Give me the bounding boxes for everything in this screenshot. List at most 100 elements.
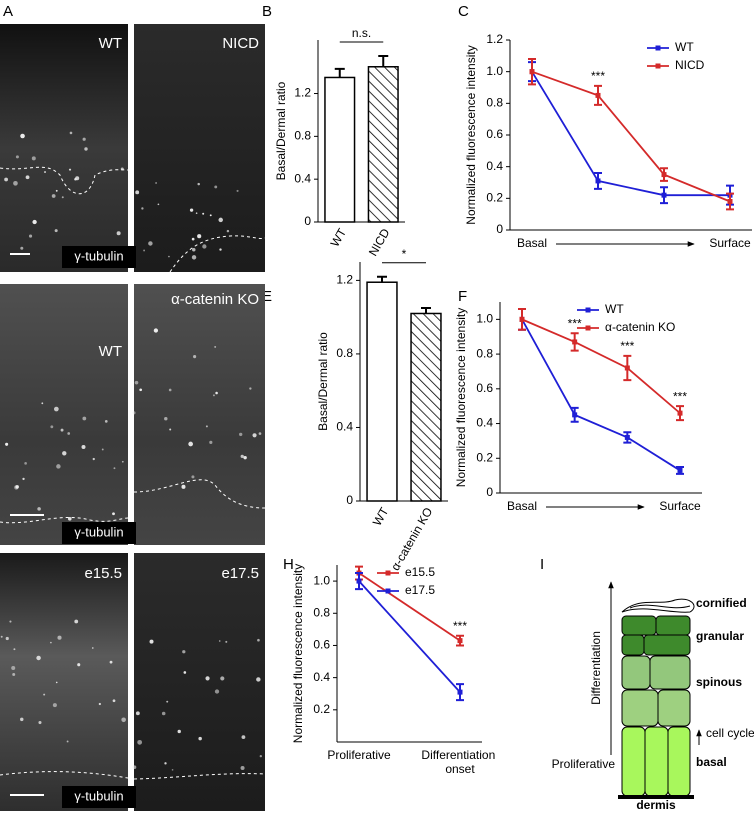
image-label: WT (99, 35, 122, 52)
signal-dot (197, 234, 202, 239)
legend-marker (385, 570, 391, 576)
marker (677, 410, 683, 416)
signal-dot (32, 219, 37, 225)
signal-dot (38, 721, 42, 725)
signal-dot (240, 765, 245, 770)
series-line (531, 71, 730, 197)
image-label: α-catenin KO (171, 291, 259, 308)
signal-dot (249, 387, 252, 390)
signal-dot (41, 402, 44, 405)
signal-dot (56, 464, 61, 469)
significance-label: *** (568, 316, 582, 330)
signal-dot (120, 167, 124, 171)
signal-dot (236, 189, 239, 192)
y-tick-label: 0.8 (476, 346, 493, 360)
signal-dot (43, 693, 46, 696)
signal-dot (143, 249, 146, 252)
signal-dot (134, 380, 139, 385)
signal-dot (193, 355, 197, 359)
marker (457, 638, 463, 644)
signal-dot (214, 185, 218, 189)
layer-label: spinous (696, 675, 742, 689)
series-line (521, 318, 681, 414)
signal-dot (112, 699, 116, 703)
signal-dot (66, 740, 69, 743)
boundary-line (0, 771, 129, 779)
signal-dot (75, 176, 80, 181)
signal-dot (259, 754, 262, 758)
base-label: dermis (636, 798, 676, 812)
signal-dot (101, 448, 104, 451)
signal-dot (212, 394, 215, 397)
signal-dot (31, 156, 36, 161)
signal-dot (177, 729, 181, 734)
signal-dot (37, 507, 41, 511)
signal-dot (141, 207, 144, 210)
y-tick-label: 0.8 (294, 129, 311, 143)
signal-dots (0, 131, 262, 771)
signal-dot (20, 246, 24, 250)
signal-dot (148, 241, 153, 246)
image-label: e15.5 (84, 565, 122, 582)
y-tick-label: 0.6 (476, 381, 493, 395)
x-tick-label: Differentiation onset (421, 748, 498, 776)
signal-dot (202, 244, 207, 249)
y-tick-label: 0.4 (486, 159, 503, 173)
cell (655, 615, 691, 636)
cell (621, 689, 659, 727)
cell (621, 615, 657, 636)
x-tick-label: Basal (517, 236, 547, 250)
marker (595, 178, 601, 184)
y-tick-label: 1.2 (336, 273, 353, 287)
boundary-line (0, 517, 129, 524)
signal-dot (214, 345, 217, 348)
signal-dot (132, 765, 137, 769)
signal-dot (116, 231, 121, 236)
signal-dot (60, 428, 64, 432)
stain-label: γ-tubulin (74, 248, 123, 263)
series-line (358, 572, 461, 642)
signal-dot (50, 641, 52, 644)
series-line (531, 70, 731, 203)
panel-letter: E (262, 288, 272, 305)
signal-dot (241, 735, 246, 740)
signal-dot (197, 182, 200, 186)
signal-dot (135, 711, 140, 716)
signal-dot (54, 229, 58, 233)
signal-dot (53, 406, 59, 412)
signal-dot (155, 182, 158, 184)
y-tick-label: 0 (486, 485, 493, 499)
signal-dot (57, 635, 62, 640)
cell (643, 634, 691, 656)
label-box (62, 786, 136, 808)
start-label: Proliferative (552, 757, 616, 771)
signal-dot (77, 663, 81, 667)
signal-dot (137, 739, 143, 745)
signal-dot (166, 700, 169, 703)
y-tick-label: 0.4 (476, 416, 493, 430)
signal-dot (192, 248, 196, 252)
signal-dot (139, 388, 143, 392)
micrograph-panel: e15.5 e17.5 γ-tubulin (0, 553, 266, 811)
signal-dot (12, 672, 16, 676)
legend-marker (655, 63, 661, 69)
signal-dot (82, 416, 87, 421)
series-line (358, 580, 461, 693)
marker (595, 92, 601, 98)
significance-label: n.s. (352, 26, 371, 40)
y-axis-label: Normalized fluorescence intensity (464, 45, 478, 224)
signal-dot (0, 635, 3, 638)
signal-dot (153, 328, 159, 333)
significance-label: *** (453, 619, 467, 633)
y-tick-label: 1.0 (486, 64, 503, 78)
signal-dot (15, 485, 19, 489)
x-tick-label: WT (370, 505, 392, 529)
marker (661, 192, 667, 198)
panel-letter: A (3, 3, 13, 20)
signal-dot (171, 768, 174, 771)
y-tick-label: 0.8 (336, 346, 353, 360)
x-tick-label: Basal (507, 499, 537, 513)
signal-dot (104, 420, 108, 423)
signal-dot (20, 133, 25, 139)
